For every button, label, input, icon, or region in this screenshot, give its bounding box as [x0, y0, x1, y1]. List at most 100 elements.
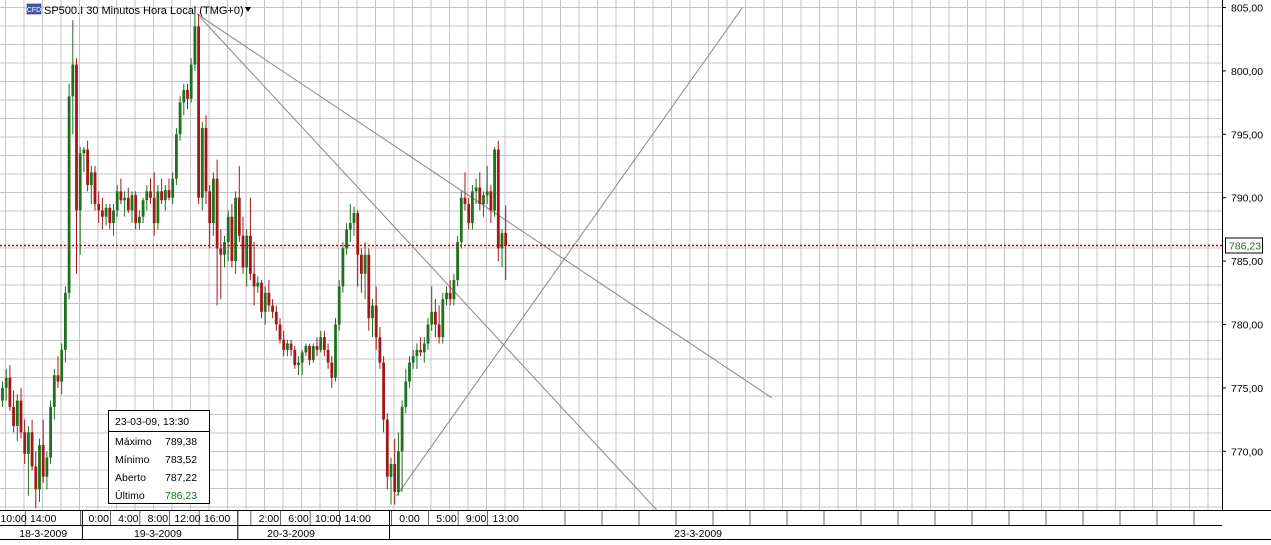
candle — [86, 140, 89, 192]
candle-body — [163, 190, 167, 201]
candle — [393, 438, 397, 505]
candle-body — [12, 406, 15, 426]
candle-body — [308, 346, 311, 361]
candle — [289, 339, 293, 357]
candle-body — [27, 432, 30, 454]
candle-body — [337, 286, 341, 325]
candle-body — [41, 444, 45, 477]
candle-body — [126, 197, 130, 211]
chart-header: CFD SP500.I 30 Minutos Hora Local (TMG+0… — [26, 3, 251, 17]
candle — [482, 191, 485, 217]
candle — [463, 172, 467, 211]
candle — [337, 280, 341, 331]
candle-body — [156, 191, 160, 224]
candle — [138, 210, 141, 230]
candle — [311, 343, 315, 363]
candle-body — [471, 191, 474, 224]
candle — [141, 197, 145, 224]
candle — [208, 185, 212, 249]
candle-body — [52, 375, 56, 407]
time-tick-label: 13:00 — [493, 513, 519, 525]
candle — [471, 185, 474, 230]
candle — [334, 318, 337, 382]
candle-body — [189, 64, 193, 99]
candle — [145, 185, 149, 211]
candle — [152, 172, 156, 236]
candle — [175, 127, 178, 186]
candle-body — [352, 212, 356, 224]
candle-body — [404, 381, 408, 407]
candle-body — [463, 197, 467, 205]
candle-body — [360, 254, 363, 274]
candle-body — [430, 311, 434, 325]
candle-body — [260, 282, 263, 312]
time-tick-label: 0:00 — [88, 513, 109, 525]
time-tick-label: 8:00 — [148, 513, 169, 525]
candle-body — [304, 346, 308, 353]
candle — [504, 205, 508, 280]
candle-body — [8, 377, 12, 407]
candle-body — [45, 457, 49, 477]
candle-body — [175, 134, 178, 179]
trendlines — [196, 7, 773, 510]
candle — [252, 242, 256, 306]
candle-body — [482, 195, 485, 205]
candle — [496, 140, 500, 262]
candle — [426, 318, 430, 350]
candle-body — [348, 223, 352, 230]
candle — [8, 365, 12, 411]
candle — [193, 13, 197, 71]
candle — [56, 356, 60, 388]
candle — [134, 191, 138, 230]
candle-body — [422, 343, 426, 353]
candle — [297, 356, 300, 376]
candle — [408, 356, 411, 388]
candle — [197, 13, 200, 205]
day-label: 23-3-2009 — [674, 528, 722, 540]
candle — [123, 191, 126, 217]
current-price-tag — [1225, 237, 1263, 254]
y-axis: 805,00 800,00 795,00 790,00 785,00 780,00 775,… — [1222, 3, 1263, 458]
candle-body — [241, 235, 245, 268]
candle-body — [478, 187, 482, 205]
candle — [282, 330, 286, 357]
info-label: Aberto — [115, 472, 146, 484]
title-dropdown-icon[interactable] — [245, 7, 251, 12]
candle — [45, 451, 49, 490]
y-tick-label: 800,00 — [1231, 66, 1263, 78]
candle-body — [197, 26, 200, 198]
candle — [389, 457, 393, 505]
candle — [256, 276, 260, 293]
candle-body — [119, 191, 123, 201]
candle — [404, 368, 408, 414]
candle-body — [104, 207, 108, 217]
candle — [500, 229, 504, 268]
candle-body — [271, 305, 274, 312]
candle-body — [289, 343, 293, 350]
candle-body — [485, 191, 489, 196]
candle — [167, 178, 171, 201]
candle-body — [419, 349, 422, 353]
candle — [34, 451, 38, 509]
candle — [108, 204, 112, 230]
candle — [300, 349, 304, 376]
day-label: 18-3-2009 — [19, 528, 67, 540]
candle — [434, 299, 437, 338]
candle — [323, 330, 326, 357]
candle — [115, 185, 119, 217]
candle — [341, 242, 345, 293]
candle — [459, 191, 463, 249]
candle — [467, 197, 471, 230]
candle — [49, 400, 52, 464]
candle-body — [493, 149, 496, 211]
candle-body — [282, 339, 286, 350]
candle — [326, 343, 330, 369]
candle-body — [400, 406, 404, 452]
candle — [437, 305, 441, 344]
candle — [456, 235, 459, 287]
candle-body — [441, 299, 445, 338]
candle — [293, 346, 297, 369]
candle-body — [297, 362, 300, 366]
candle — [308, 343, 311, 366]
